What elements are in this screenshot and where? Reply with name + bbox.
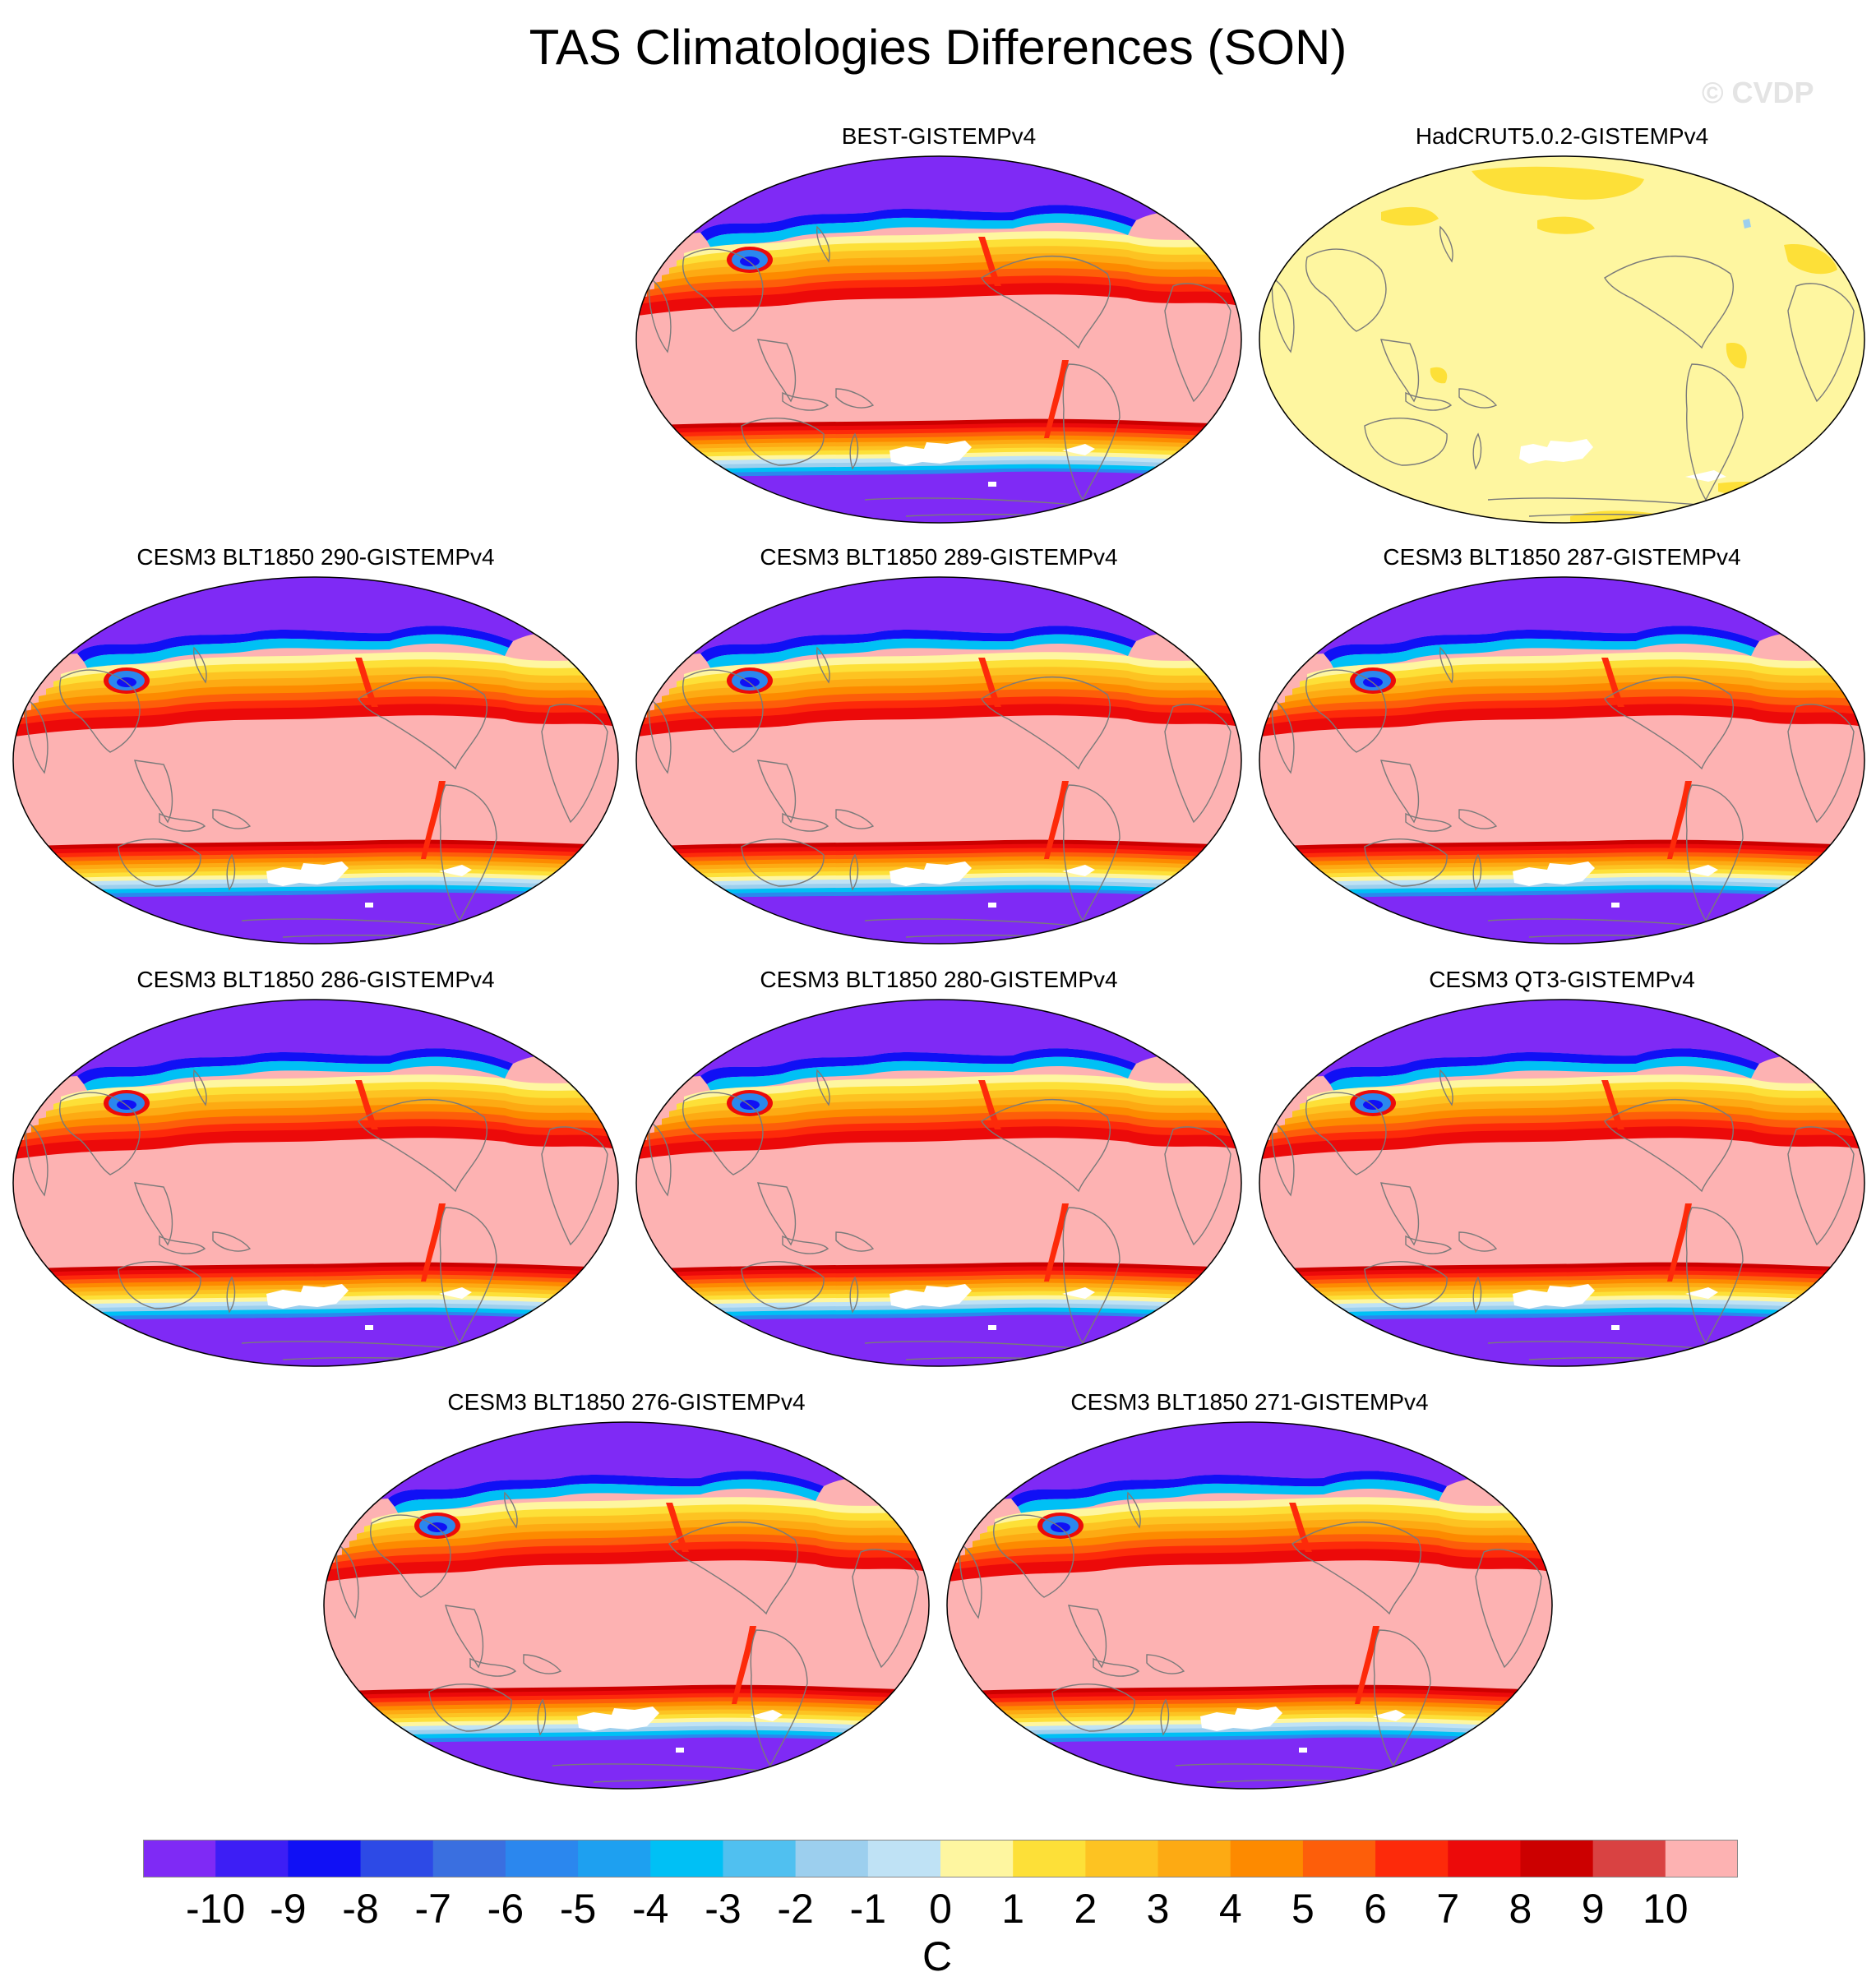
colorbar-tick-label: -10 [186, 1886, 246, 1932]
colorbar-tick-label: -9 [270, 1886, 307, 1932]
colorbar-tick-label: 3 [1146, 1886, 1170, 1932]
colorbar [143, 1840, 1738, 1877]
colorbar-swatch [1085, 1840, 1159, 1877]
coastlines [25, 646, 608, 938]
colorbar-tick-label: 10 [1643, 1886, 1689, 1932]
colorbar-swatch [723, 1840, 797, 1877]
colorbar-tick-label: 5 [1291, 1886, 1315, 1932]
map-field [946, 1421, 1553, 1790]
colorbar-swatch [1448, 1840, 1521, 1877]
colorbar-tick-label: 1 [1001, 1886, 1025, 1932]
map-panel: CESM3 BLT1850 280-GISTEMPv4 [635, 967, 1243, 1369]
panel-title: CESM3 BLT1850 276-GISTEMPv4 [447, 1389, 806, 1415]
colorbar-swatch [215, 1840, 289, 1877]
map-border [323, 1421, 930, 1790]
colorbar-swatch [1013, 1840, 1086, 1877]
colorbar-tick-label: 6 [1364, 1886, 1387, 1932]
colorbar-tick-label: -3 [705, 1886, 742, 1932]
colorbar-tick-label: -6 [487, 1886, 524, 1932]
map-field [1259, 576, 1865, 945]
colorbar-tick-label: -2 [777, 1886, 814, 1932]
colorbar-tick-label: 4 [1218, 1886, 1242, 1932]
map-border [1259, 576, 1865, 945]
panel-title: CESM3 BLT1850 280-GISTEMPv4 [760, 967, 1118, 992]
map-border [635, 576, 1242, 945]
colorbar-units: C [922, 1933, 953, 1979]
panel-title: CESM3 BLT1850 289-GISTEMPv4 [760, 544, 1118, 570]
colorbar-swatch [1520, 1840, 1594, 1877]
colorbar-swatch [867, 1840, 941, 1877]
colorbar-tick-label: 9 [1581, 1886, 1605, 1932]
coastlines [959, 1491, 1542, 1783]
map-field [635, 576, 1242, 945]
map-field [1259, 155, 1865, 524]
colorbar-tick-label: 2 [1074, 1886, 1097, 1932]
colorbar-tick-label: -8 [342, 1886, 379, 1932]
map-panel: CESM3 BLT1850 290-GISTEMPv4 [12, 544, 620, 947]
map-field [12, 576, 619, 945]
map-field [1259, 999, 1865, 1367]
map-panel: CESM3 BLT1850 287-GISTEMPv4 [1258, 544, 1866, 947]
colorbar-tick-label: -7 [414, 1886, 451, 1932]
map-panel: HadCRUT5.0.2-GISTEMPv4 [1258, 123, 1866, 526]
map-field [635, 155, 1242, 524]
map-border [12, 999, 619, 1367]
coastlines [648, 646, 1231, 938]
colorbar-tick-label: -5 [559, 1886, 597, 1932]
colorbar-swatch [432, 1840, 506, 1877]
colorbar-tick-label: 0 [929, 1886, 952, 1932]
panel-title: CESM3 QT3-GISTEMPv4 [1429, 967, 1695, 992]
colorbar-swatch [288, 1840, 362, 1877]
coastlines [648, 225, 1231, 517]
colorbar-swatch [578, 1840, 651, 1877]
panel-title: CESM3 BLT1850 290-GISTEMPv4 [136, 544, 495, 570]
colorbar-swatch [143, 1840, 216, 1877]
colorbar-tick-label: 8 [1509, 1886, 1532, 1932]
colorbar-swatch [1592, 1840, 1666, 1877]
colorbar-swatch [1157, 1840, 1231, 1877]
cvdp-watermark: © CVDP [1702, 76, 1814, 109]
map-panel: CESM3 BLT1850 286-GISTEMPv4 [12, 967, 620, 1369]
map-border [1259, 999, 1865, 1367]
colorbar-swatch [1302, 1840, 1376, 1877]
panel-title: CESM3 BLT1850 287-GISTEMPv4 [1383, 544, 1741, 570]
panel-title: HadCRUT5.0.2-GISTEMPv4 [1415, 123, 1709, 149]
panel-title: CESM3 BLT1850 286-GISTEMPv4 [136, 967, 495, 992]
coastlines [648, 1069, 1231, 1360]
map-field [635, 999, 1242, 1367]
colorbar-swatch [650, 1840, 723, 1877]
map-field [323, 1421, 930, 1790]
coastlines [335, 1491, 919, 1783]
colorbar-swatch [940, 1840, 1014, 1877]
map-panel: CESM3 BLT1850 276-GISTEMPv4 [322, 1389, 931, 1792]
panel-title: CESM3 BLT1850 271-GISTEMPv4 [1070, 1389, 1429, 1415]
figure-title: TAS Climatologies Differences (SON) [529, 20, 1347, 75]
colorbar-swatch [505, 1840, 579, 1877]
map-panel: CESM3 BLT1850 271-GISTEMPv4 [945, 1389, 1554, 1792]
map-panel: CESM3 BLT1850 289-GISTEMPv4 [635, 544, 1243, 947]
map-border [635, 155, 1242, 524]
coastlines [25, 1069, 608, 1360]
coastlines [1271, 1069, 1855, 1360]
map-panel: BEST-GISTEMPv4 [635, 123, 1243, 526]
colorbar-tick-label: 7 [1436, 1886, 1460, 1932]
colorbar-swatch [1375, 1840, 1449, 1877]
colorbar-tick-label: -4 [632, 1886, 669, 1932]
colorbar-swatch [1230, 1840, 1304, 1877]
colorbar-swatch [360, 1840, 434, 1877]
map-field [12, 999, 619, 1367]
colorbar-swatch [795, 1840, 869, 1877]
colorbar-tick-label: -1 [849, 1886, 887, 1932]
panel-title: BEST-GISTEMPv4 [841, 123, 1037, 149]
map-border [12, 576, 619, 945]
map-border [635, 999, 1242, 1367]
map-border [946, 1421, 1553, 1790]
map-border [1259, 155, 1865, 524]
map-panel: CESM3 QT3-GISTEMPv4 [1258, 967, 1866, 1369]
colorbar-swatch [1665, 1840, 1738, 1877]
